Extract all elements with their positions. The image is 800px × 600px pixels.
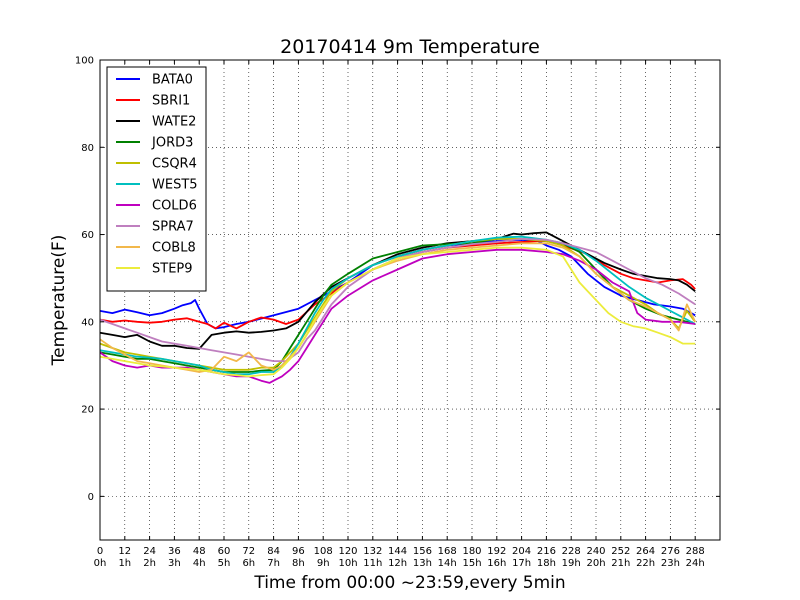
x-tick-label: 216 (537, 546, 556, 557)
legend-label: WEST5 (152, 178, 198, 193)
y-tick-label: 0 (88, 492, 94, 503)
series-lines (99, 231, 697, 384)
legend-label: COLD6 (152, 199, 197, 214)
y-axis-label: Temperature(F) (49, 235, 69, 367)
x-axis-label: Time from 00:00 ~23:59,every 5min (253, 573, 565, 593)
x-tick-label-hour: 19h (562, 558, 581, 569)
legend-label: BATA0 (152, 73, 193, 88)
y-tick-label: 80 (81, 143, 94, 154)
x-tick-label-hour: 10h (338, 558, 357, 569)
x-tick-label: 48 (193, 546, 206, 557)
series-line-step9 (99, 246, 696, 378)
series-line-wate2 (99, 231, 696, 350)
x-tick-label-hour: 20h (586, 558, 605, 569)
x-tick-label: 96 (292, 546, 305, 557)
x-tick-label: 0 (97, 546, 103, 557)
series-line-jord3 (99, 237, 696, 373)
y-tick-label: 100 (75, 56, 94, 67)
x-tick-label: 12 (118, 546, 131, 557)
series-line-spra7 (99, 237, 696, 363)
x-tick-label-hour: 6h (242, 558, 255, 569)
x-tick-label: 72 (242, 546, 255, 557)
x-tick-label: 144 (388, 546, 407, 557)
legend-label: STEP9 (152, 262, 193, 277)
x-tick-label: 276 (661, 546, 680, 557)
legend-label: CSQR4 (152, 157, 197, 172)
x-tick-label-hour: 22h (636, 558, 655, 569)
x-tick-label: 84 (267, 546, 280, 557)
x-tick-label: 108 (314, 546, 333, 557)
x-tick-label-hour: 0h (94, 558, 107, 569)
x-tick-label: 120 (338, 546, 357, 557)
x-tick-label: 132 (363, 546, 382, 557)
x-tick-label-hour: 11h (363, 558, 382, 569)
series-line-cold6 (99, 248, 696, 384)
legend-label: COBL8 (152, 241, 196, 256)
y-tick-label: 20 (81, 405, 94, 416)
x-tick-label: 24 (143, 546, 156, 557)
x-tick-label-hour: 14h (438, 558, 457, 569)
x-tick-label-hour: 3h (168, 558, 181, 569)
legend-label: JORD3 (151, 136, 193, 151)
x-tick-label: 156 (413, 546, 432, 557)
x-tick-label: 204 (512, 546, 531, 557)
y-tick-label: 40 (81, 317, 94, 328)
x-tick-label-hour: 16h (487, 558, 506, 569)
x-tick-label: 252 (611, 546, 630, 557)
x-tick-label-hour: 13h (413, 558, 432, 569)
series-line-west5 (99, 235, 696, 376)
legend-label: SBRI1 (152, 94, 190, 109)
axis-ticks: 00h121h242h363h484h605h726h847h968h1089h… (75, 56, 720, 569)
x-tick-label: 180 (462, 546, 481, 557)
x-tick-label-hour: 15h (462, 558, 481, 569)
y-tick-label: 60 (81, 230, 94, 241)
x-tick-label-hour: 4h (193, 558, 206, 569)
x-tick-label-hour: 17h (512, 558, 531, 569)
chart-title: 20170414 9m Temperature (280, 36, 540, 58)
x-tick-label-hour: 23h (661, 558, 680, 569)
x-tick-label-hour: 21h (611, 558, 630, 569)
x-tick-label-hour: 24h (686, 558, 705, 569)
legend: BATA0 SBRI1 WATE2 JORD3 CSQR4 WEST5 COLD6 SPRA7… (106, 66, 207, 292)
x-tick-label-hour: 5h (218, 558, 231, 569)
x-tick-label-hour: 18h (537, 558, 556, 569)
x-tick-label-hour: 12h (388, 558, 407, 569)
x-tick-label: 60 (218, 546, 231, 557)
x-tick-label: 192 (487, 546, 506, 557)
series-line-bata0 (99, 238, 696, 330)
x-tick-label: 168 (438, 546, 457, 557)
x-tick-label: 228 (562, 546, 581, 557)
x-tick-label-hour: 2h (143, 558, 156, 569)
x-tick-label: 240 (586, 546, 605, 557)
plot-frame (99, 59, 721, 541)
x-tick-label-hour: 8h (292, 558, 305, 569)
x-tick-label-hour: 1h (118, 558, 131, 569)
legend-label: SPRA7 (152, 220, 194, 235)
x-tick-label: 288 (686, 546, 705, 557)
x-tick-label-hour: 9h (317, 558, 330, 569)
legend-box (106, 66, 207, 292)
legend-label: WATE2 (152, 115, 196, 130)
x-tick-label: 36 (168, 546, 181, 557)
x-tick-label-hour: 7h (267, 558, 280, 569)
x-tick-label: 264 (636, 546, 655, 557)
